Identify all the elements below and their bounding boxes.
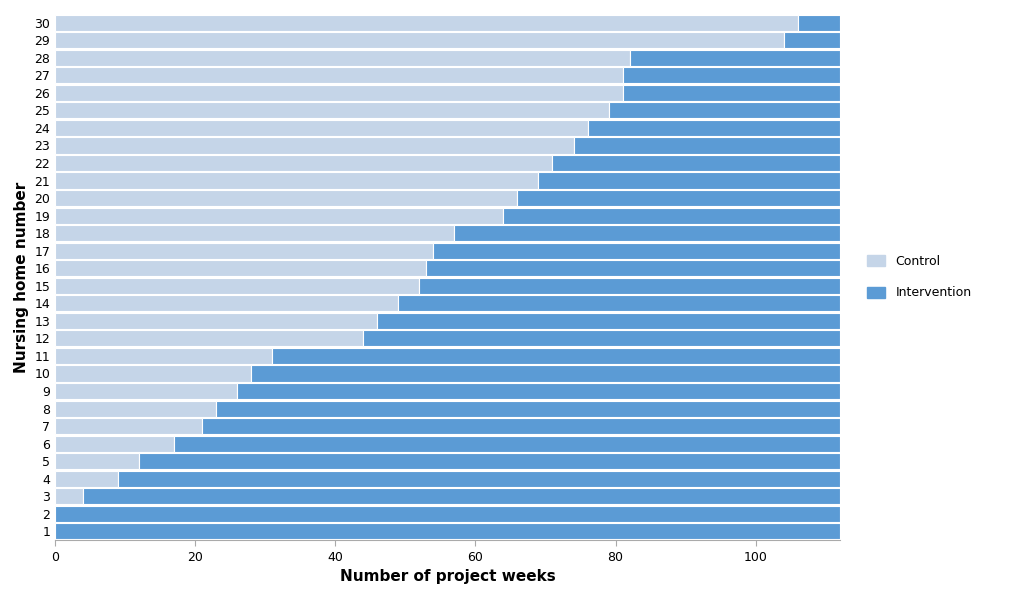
Bar [539,172,840,188]
Bar [433,243,840,259]
X-axis label: Number of project weeks: Number of project weeks [340,569,555,584]
Bar [55,453,139,469]
Bar [55,313,378,329]
Bar [420,277,840,294]
Bar [55,138,573,154]
Bar [378,313,840,329]
Bar [272,348,840,364]
Bar [55,330,364,346]
Bar [251,365,840,382]
Bar [216,401,840,417]
Bar [783,32,840,48]
Bar [55,348,272,364]
Bar [630,50,840,66]
Bar [55,488,83,504]
Bar [55,155,553,171]
Bar [588,120,840,136]
Bar [364,330,840,346]
Bar [504,208,840,224]
Bar [238,383,840,399]
Bar [55,435,174,451]
Bar [55,225,455,241]
Bar [608,102,840,118]
Bar [55,32,783,48]
Bar [55,85,623,101]
Legend: Control, Intervention: Control, Intervention [861,249,977,304]
Bar [55,208,504,224]
Y-axis label: Nursing home number: Nursing home number [14,181,29,373]
Bar [55,243,433,259]
Bar [83,488,840,504]
Bar [573,138,840,154]
Bar [55,295,398,312]
Bar [55,190,517,206]
Bar [553,155,840,171]
Bar [139,453,840,469]
Bar [55,50,630,66]
Bar [55,120,588,136]
Bar [623,67,840,83]
Bar [455,225,840,241]
Bar [55,506,840,522]
Bar [118,471,840,487]
Bar [55,418,203,434]
Bar [55,365,251,382]
Bar [174,435,840,451]
Bar [55,401,216,417]
Bar [55,471,118,487]
Bar [55,260,426,276]
Bar [55,383,238,399]
Bar [426,260,840,276]
Bar [55,172,539,188]
Bar [398,295,840,312]
Bar [203,418,840,434]
Bar [55,102,608,118]
Bar [55,67,623,83]
Bar [623,85,840,101]
Bar [55,523,840,539]
Bar [55,277,420,294]
Bar [55,14,798,30]
Bar [517,190,840,206]
Bar [798,14,840,30]
